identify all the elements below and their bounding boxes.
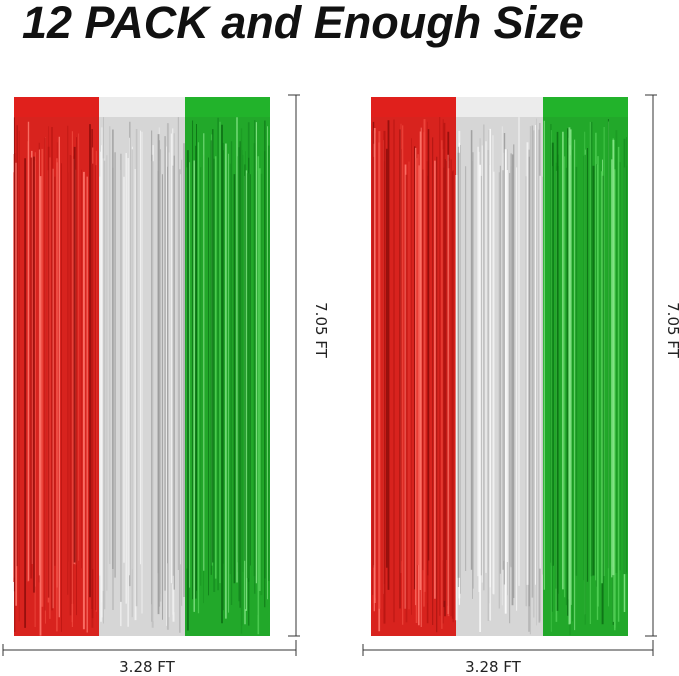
curtain-header xyxy=(456,97,543,117)
curtain-header xyxy=(99,97,185,117)
curtain-header xyxy=(185,97,270,117)
curtain-header xyxy=(14,97,99,117)
curtain-strip xyxy=(185,117,270,636)
width-label: 3.28 FT xyxy=(465,658,522,676)
curtain-header xyxy=(543,97,628,117)
height-label: 7.05 FT xyxy=(664,302,679,359)
curtains xyxy=(13,97,628,636)
width-label: 3.28 FT xyxy=(119,658,176,676)
height-label: 7.05 FT xyxy=(312,302,330,359)
dimension-lines xyxy=(2,94,657,656)
curtain-header xyxy=(371,97,456,117)
title: 12 PACK and Enough Size xyxy=(22,0,584,48)
